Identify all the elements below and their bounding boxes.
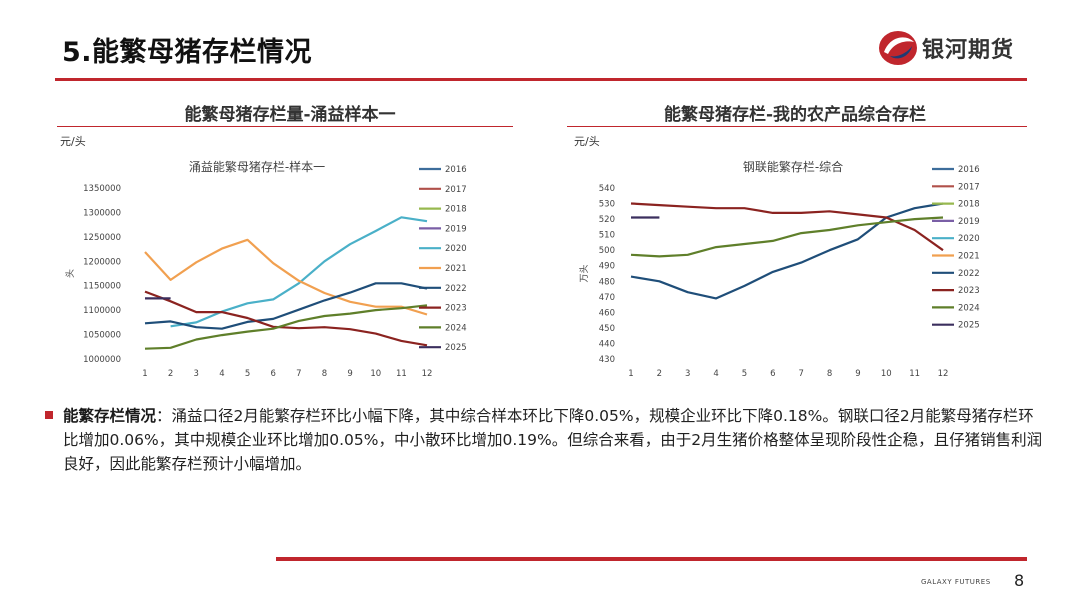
x-tick-label: 12	[422, 369, 433, 379]
commentary-text: ：涌益口径2月能繁存栏环比小幅下降，其中综合样本环比下降0.05%，规模企业环比…	[63, 407, 1043, 473]
y-tick-label: 1100000	[83, 306, 121, 316]
left-chart-heading: 能繁母猪存栏量-涌益样本一	[184, 105, 396, 125]
x-tick-label: 8	[322, 369, 327, 379]
series-line-2022	[630, 202, 944, 300]
x-tick-label: 10	[881, 369, 892, 379]
series-line-2023	[630, 202, 944, 252]
y-tick-label: 460	[599, 308, 615, 318]
legend-label: 2025	[958, 321, 980, 331]
x-tick-label: 12	[938, 369, 949, 379]
y-tick-label: 1200000	[83, 257, 121, 267]
right-unit-label: 元/头	[574, 135, 600, 148]
y-tick-label: 470	[599, 293, 615, 303]
legend-label: 2019	[958, 217, 980, 227]
y-tick-label: 540	[599, 184, 615, 194]
x-tick-label: 4	[219, 369, 224, 379]
series-line-2023	[144, 290, 428, 347]
legend-label: 2016	[958, 165, 980, 175]
legend-label: 2023	[445, 304, 467, 314]
legend-label: 2021	[445, 264, 467, 274]
page-number: 8	[1014, 571, 1025, 590]
brand-name: 银河期货	[922, 38, 1015, 63]
y-tick-label: 1150000	[83, 282, 121, 292]
x-tick-label: 7	[798, 369, 803, 379]
legend-label: 2021	[958, 252, 980, 262]
legend-label: 2018	[958, 200, 980, 210]
galaxy-logo-icon	[879, 31, 917, 65]
y-tick-label: 1250000	[83, 233, 121, 243]
x-tick-label: 2	[168, 369, 173, 379]
x-tick-label: 9	[855, 369, 860, 379]
page-title: 5.能繁母猪存栏情况	[62, 37, 313, 68]
x-tick-label: 9	[347, 369, 352, 379]
right-line-chart: 钢联能繁存栏-综合万头43044045046047048049050051052…	[579, 159, 980, 379]
x-tick-label: 3	[685, 369, 690, 379]
y-tick-label: 430	[599, 355, 615, 365]
left-chart-divider	[57, 126, 513, 127]
legend-label: 2023	[958, 286, 980, 296]
legend-label: 2020	[445, 244, 467, 254]
legend-label: 2016	[445, 165, 467, 175]
y-tick-label: 520	[599, 215, 615, 225]
y-tick-label: 1000000	[83, 355, 121, 365]
y-tick-label: 1350000	[83, 184, 121, 194]
y-tick-label: 440	[599, 339, 615, 349]
series-line-2024	[144, 304, 428, 350]
x-tick-label: 6	[770, 369, 775, 379]
footer-brand: GALAXY FUTURES	[921, 578, 991, 586]
y-axis-title: 万头	[579, 264, 590, 282]
series-line-2020	[170, 216, 428, 328]
title-divider	[55, 78, 1027, 81]
series-line-2022	[144, 282, 428, 330]
commentary-paragraph: 能繁存栏情况：涌益口径2月能繁存栏环比小幅下降，其中综合样本环比下降0.05%，…	[63, 404, 1048, 476]
x-tick-label: 11	[396, 369, 407, 379]
footer-divider	[276, 557, 1027, 561]
legend-label: 2024	[445, 323, 467, 333]
legend-label: 2022	[958, 269, 980, 279]
legend-label: 2024	[958, 303, 980, 313]
y-tick-label: 490	[599, 262, 615, 272]
x-tick-label: 7	[296, 369, 301, 379]
x-tick-label: 5	[742, 369, 747, 379]
y-tick-label: 530	[599, 200, 615, 210]
legend-label: 2017	[958, 182, 980, 192]
y-axis-title: 头	[65, 269, 76, 278]
series-line-2024	[630, 216, 944, 258]
y-tick-label: 500	[599, 246, 615, 256]
x-tick-label: 6	[270, 369, 275, 379]
right-chart-divider	[567, 126, 1027, 127]
left-unit-label: 元/头	[60, 135, 86, 148]
y-tick-label: 450	[599, 324, 615, 334]
legend-label: 2018	[445, 205, 467, 215]
y-tick-label: 1300000	[83, 208, 121, 218]
right-chart-heading: 能繁母猪存栏-我的农产品综合存栏	[663, 105, 927, 125]
bullet-marker	[45, 411, 53, 419]
x-tick-label: 2	[657, 369, 662, 379]
x-tick-label: 3	[194, 369, 199, 379]
commentary-label: 能繁存栏情况	[63, 407, 157, 425]
y-tick-label: 1050000	[83, 331, 121, 341]
x-tick-label: 8	[827, 369, 832, 379]
legend-label: 2019	[445, 224, 467, 234]
brand-logo: 银河期货	[876, 28, 1046, 68]
legend-label: 2020	[958, 234, 980, 244]
legend-label: 2025	[445, 343, 467, 353]
series-line-2021	[144, 238, 428, 316]
y-tick-label: 480	[599, 277, 615, 287]
chart-inner-title: 钢联能繁存栏-综合	[743, 159, 843, 174]
x-tick-label: 1	[142, 369, 147, 379]
x-tick-label: 1	[628, 369, 633, 379]
y-tick-label: 510	[599, 231, 615, 241]
x-tick-label: 11	[909, 369, 920, 379]
x-tick-label: 5	[245, 369, 250, 379]
legend-label: 2017	[445, 185, 467, 195]
chart-inner-title: 涌益能繁母猪存栏-样本一	[189, 159, 325, 174]
x-tick-label: 10	[370, 369, 381, 379]
legend-label: 2022	[445, 284, 467, 294]
x-tick-label: 4	[713, 369, 718, 379]
